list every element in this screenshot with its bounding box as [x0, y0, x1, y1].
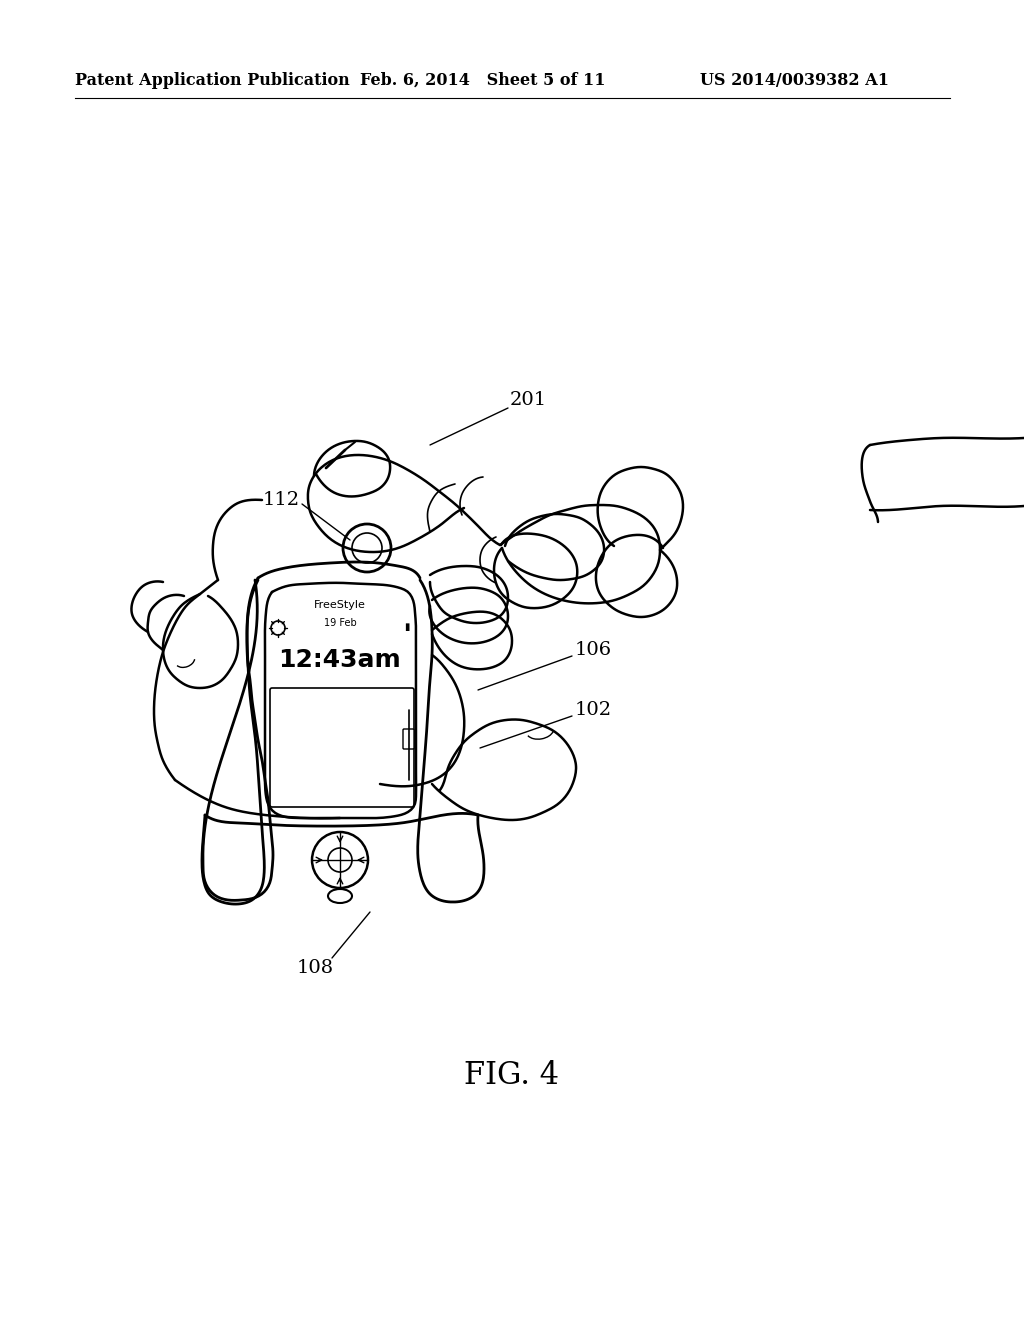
Text: Patent Application Publication: Patent Application Publication [75, 73, 350, 88]
Text: 102: 102 [575, 701, 612, 719]
Text: Feb. 6, 2014   Sheet 5 of 11: Feb. 6, 2014 Sheet 5 of 11 [360, 73, 605, 88]
FancyBboxPatch shape [403, 729, 414, 748]
Text: 12:43am: 12:43am [278, 648, 400, 672]
Text: 201: 201 [510, 391, 547, 409]
Text: 108: 108 [296, 960, 334, 977]
Text: 112: 112 [263, 491, 300, 510]
Text: 19 Feb: 19 Feb [324, 618, 356, 628]
FancyBboxPatch shape [270, 688, 414, 807]
Text: FIG. 4: FIG. 4 [465, 1060, 559, 1092]
Text: US 2014/0039382 A1: US 2014/0039382 A1 [700, 73, 889, 88]
Text: ▮: ▮ [404, 622, 410, 632]
Text: 106: 106 [575, 642, 612, 659]
Text: FreeStyle: FreeStyle [314, 601, 366, 610]
